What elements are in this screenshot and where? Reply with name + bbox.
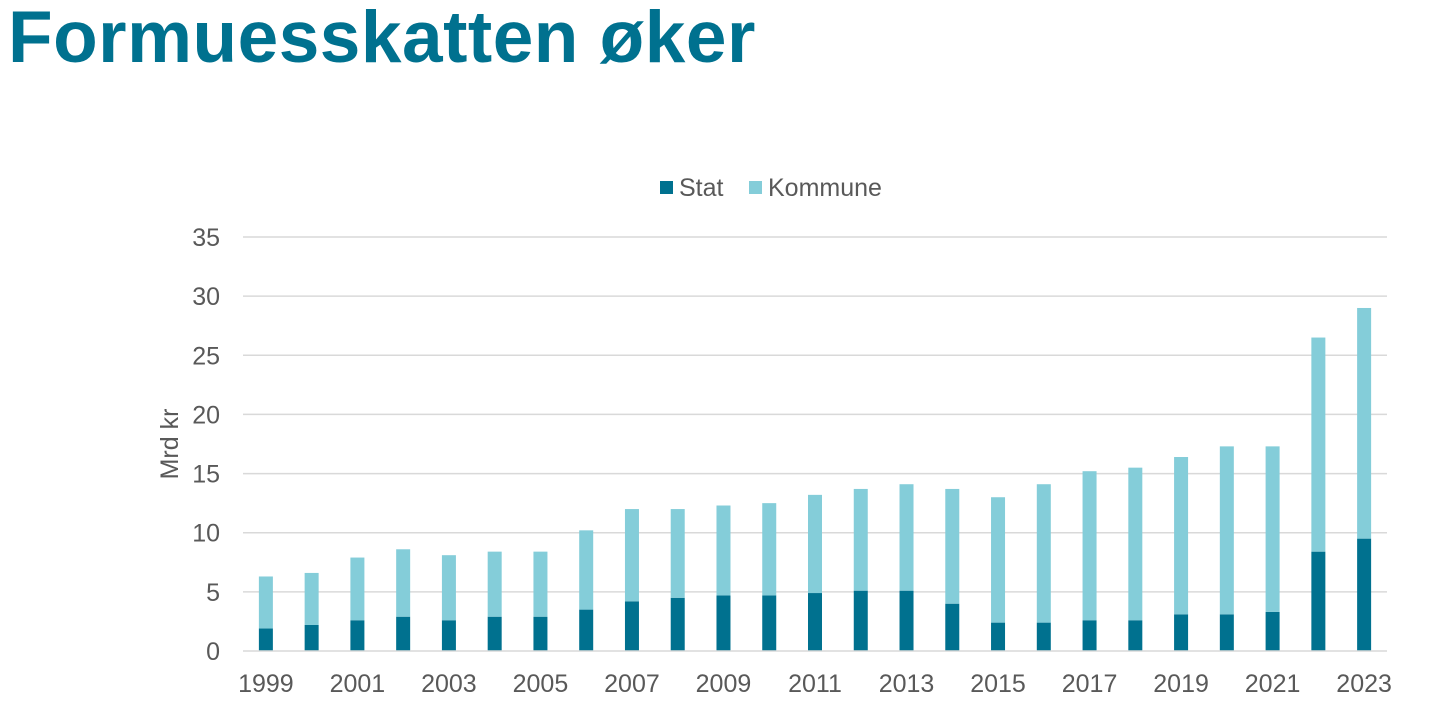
bar-kommune-2023 xyxy=(1357,307,1372,539)
bar-stat-2008 xyxy=(670,597,685,651)
bar-kommune-2012 xyxy=(853,488,868,591)
bar-stat-2019 xyxy=(1174,614,1189,651)
bar-kommune-2015 xyxy=(991,497,1006,623)
x-tick-label: 2001 xyxy=(330,670,386,698)
bar-stat-2012 xyxy=(853,590,868,651)
y-tick-label: 20 xyxy=(192,401,220,429)
legend-swatch-stat xyxy=(660,181,673,194)
bar-kommune-2022 xyxy=(1311,337,1326,552)
bar-stat-2005 xyxy=(533,616,548,651)
y-tick-label: 5 xyxy=(206,579,220,607)
bar-stat-2006 xyxy=(579,609,594,651)
x-tick-label: 2011 xyxy=(788,670,842,698)
bar-kommune-2000 xyxy=(304,572,319,625)
x-tick-label: 2013 xyxy=(879,670,935,698)
bar-kommune-2010 xyxy=(762,503,777,596)
bar-kommune-2020 xyxy=(1219,446,1234,615)
y-tick-label: 25 xyxy=(192,342,220,370)
legend-swatch-kommune xyxy=(749,181,762,194)
bar-kommune-2007 xyxy=(624,509,639,602)
bar-stat-2017 xyxy=(1082,620,1097,651)
bar-kommune-2021 xyxy=(1265,446,1280,612)
chart-legend: Stat Kommune xyxy=(660,174,882,202)
x-tick-label: 2009 xyxy=(696,670,752,698)
y-axis-label: Mrd kr xyxy=(156,409,184,480)
bar-stat-2000 xyxy=(304,624,319,651)
bar-stat-1999 xyxy=(258,628,273,651)
bar-kommune-2004 xyxy=(487,551,502,617)
bar-stat-2021 xyxy=(1265,611,1280,651)
x-axis-ticks: 1999 2001 2003 2005 2007 2009 2011 2013 2015 2017… xyxy=(238,670,1392,698)
y-tick-label: 30 xyxy=(192,283,220,311)
bar-kommune-2011 xyxy=(808,494,822,594)
bar-stat-2010 xyxy=(762,595,777,651)
bar-series xyxy=(258,307,1372,651)
bar-kommune-2018 xyxy=(1128,467,1143,621)
bar-kommune-2006 xyxy=(579,530,594,610)
bar-stat-2023 xyxy=(1357,538,1372,651)
bar-stat-2014 xyxy=(945,603,960,651)
y-tick-label: 10 xyxy=(192,520,220,548)
bar-stat-2004 xyxy=(487,616,502,651)
bar-stat-2002 xyxy=(396,616,411,651)
bar-stat-2009 xyxy=(716,595,731,651)
bar-stat-2016 xyxy=(1036,622,1051,651)
bar-stat-2015 xyxy=(991,622,1006,651)
y-tick-label: 35 xyxy=(192,224,220,252)
bar-kommune-2001 xyxy=(350,557,365,621)
legend-label-kommune: Kommune xyxy=(768,174,882,202)
x-tick-label: 2023 xyxy=(1336,670,1392,698)
x-tick-label: 2021 xyxy=(1245,670,1301,698)
bar-kommune-2016 xyxy=(1036,484,1051,623)
x-tick-label: 2007 xyxy=(604,670,660,698)
y-axis-ticks: 0 5 10 15 20 25 30 35 xyxy=(192,224,220,666)
bar-kommune-2017 xyxy=(1082,471,1097,621)
bar-kommune-2003 xyxy=(441,555,456,621)
x-tick-label: 1999 xyxy=(238,670,294,698)
bar-kommune-1999 xyxy=(258,576,273,629)
y-tick-label: 0 xyxy=(206,638,220,666)
bar-kommune-2002 xyxy=(396,549,411,617)
bar-kommune-2014 xyxy=(945,488,960,604)
bar-kommune-2005 xyxy=(533,551,548,617)
bar-kommune-2019 xyxy=(1174,457,1189,615)
bar-stat-2003 xyxy=(441,620,456,651)
bar-stat-2022 xyxy=(1311,551,1326,651)
x-tick-label: 2017 xyxy=(1062,670,1118,698)
bar-stat-2018 xyxy=(1128,620,1143,651)
bar-stat-2001 xyxy=(350,620,365,651)
y-tick-label: 15 xyxy=(192,461,220,489)
legend-label-stat: Stat xyxy=(679,174,724,202)
bar-stat-2020 xyxy=(1219,614,1234,651)
x-tick-label: 2019 xyxy=(1153,670,1209,698)
bar-kommune-2008 xyxy=(670,509,685,598)
bar-stat-2013 xyxy=(899,590,914,651)
page-title: Formuesskatten øker xyxy=(8,0,756,78)
x-tick-label: 2005 xyxy=(513,670,569,698)
bar-kommune-2013 xyxy=(899,484,914,591)
bar-stat-2007 xyxy=(624,601,639,651)
x-tick-label: 2015 xyxy=(970,670,1026,698)
bar-stat-2011 xyxy=(808,593,822,651)
bar-kommune-2009 xyxy=(716,505,731,596)
x-tick-label: 2003 xyxy=(421,670,477,698)
